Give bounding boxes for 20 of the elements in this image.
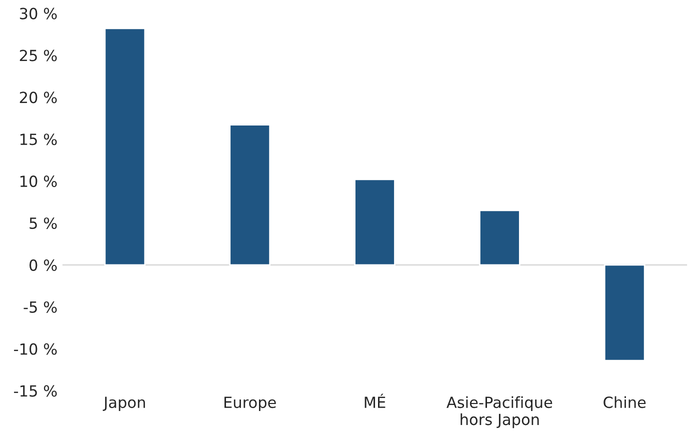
x-tick-label: Europe (224, 396, 276, 412)
x-tick-label: MÉ (364, 394, 386, 408)
y-tick-label: -5 % (24, 301, 57, 313)
x-tick-label: Asie-Pacifique hors Japon (446, 396, 552, 428)
y-tick-label: 0 % (30, 259, 57, 271)
y-tick-label: -10 % (14, 343, 57, 355)
bar (104, 28, 146, 266)
y-tick-label: 20 % (20, 92, 57, 104)
x-tick-label: Japon (102, 396, 145, 412)
bar (354, 178, 396, 266)
y-tick-label: 25 % (20, 50, 57, 62)
y-tick-label: 10 % (20, 176, 57, 188)
y-tick-label: -15 % (14, 385, 57, 397)
y-tick-label: 30 % (20, 8, 57, 20)
bar (479, 210, 520, 266)
bar (604, 264, 646, 362)
x-tick-label: Chine (604, 396, 646, 408)
y-tick-label: 5 % (30, 217, 57, 230)
bar (229, 124, 271, 266)
y-tick-label: 15 % (20, 134, 57, 146)
